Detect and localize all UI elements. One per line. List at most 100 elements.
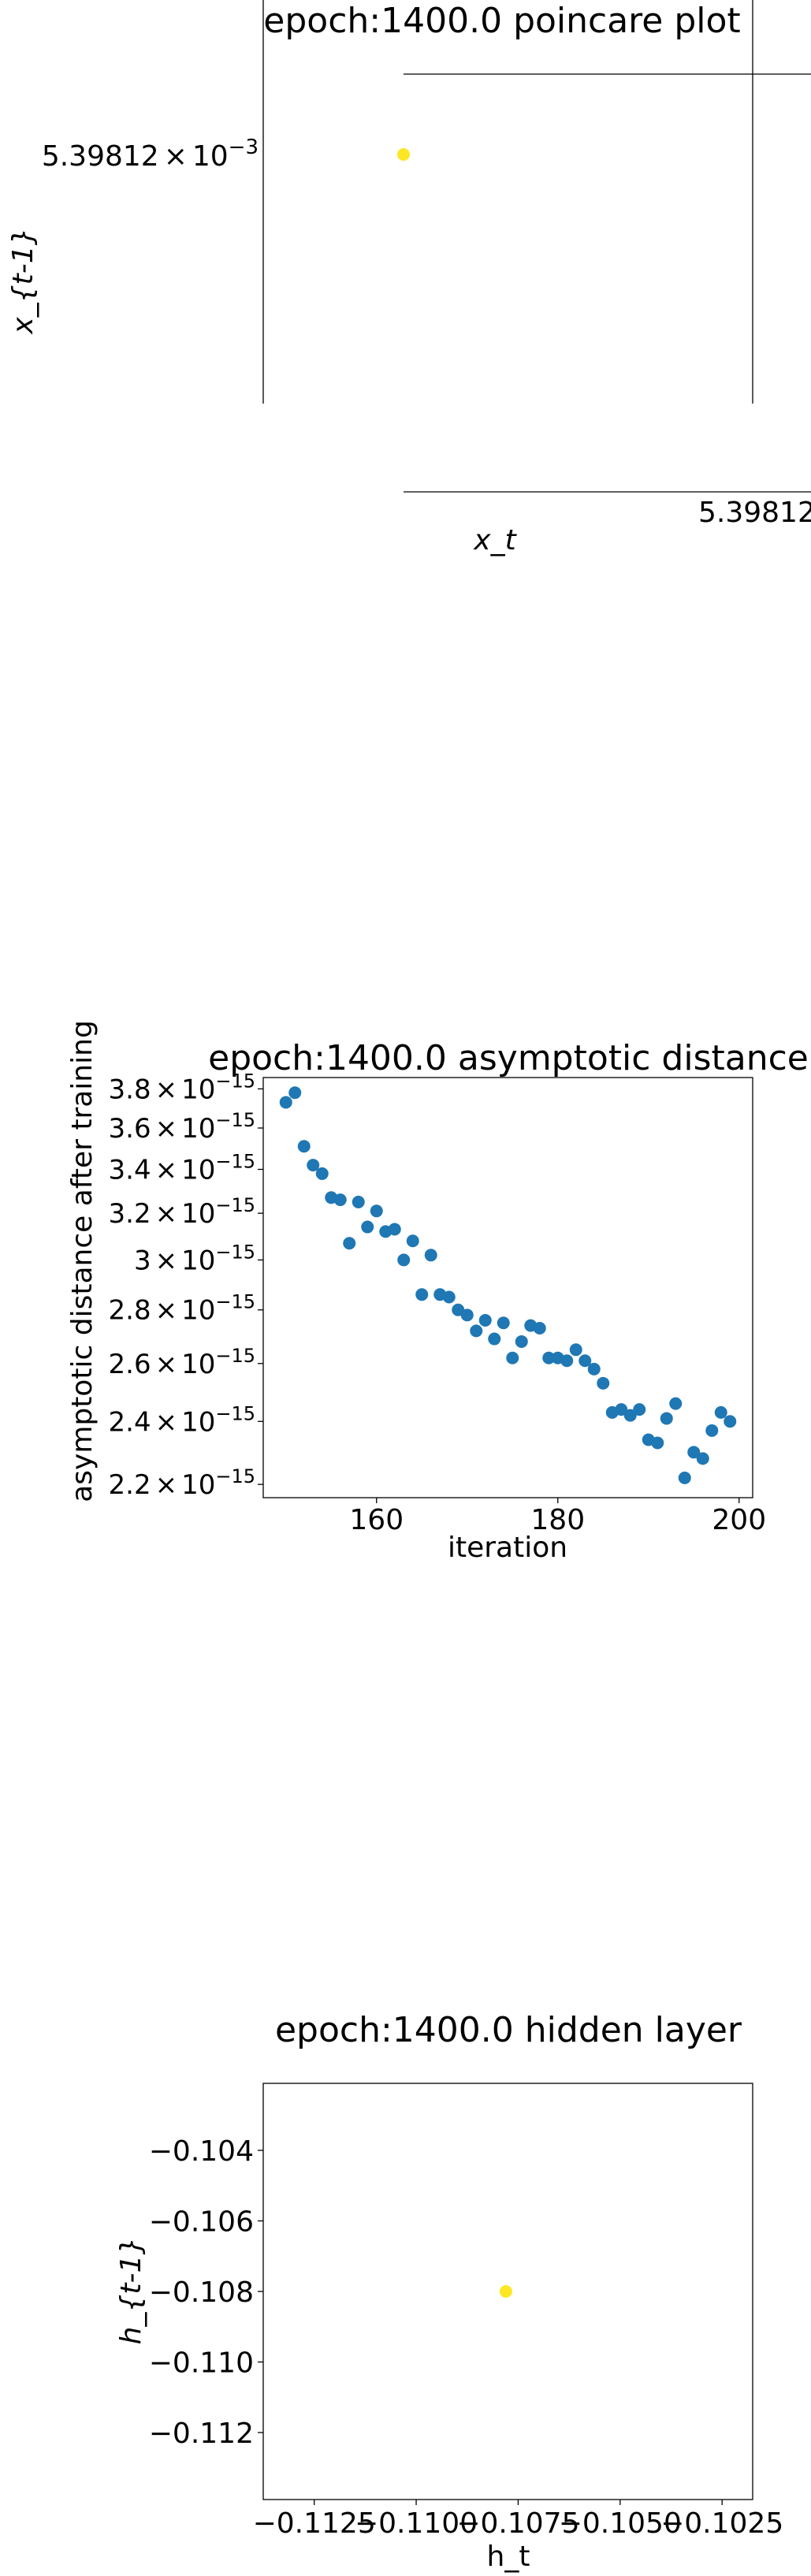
hidden-layer-y-axis-label: h_{t-1} (115, 2237, 147, 2345)
asymptotic-y-tick-base: 10 (181, 1074, 215, 1105)
asymptotic-point (397, 1253, 411, 1267)
asymptotic-point (569, 1343, 582, 1357)
asymptotic-point (533, 1321, 546, 1335)
poincare-y-tick-label: 5.39812 × 10−3 (42, 136, 259, 173)
hidden-layer-y-tick-label: −0.104 (149, 2135, 254, 2168)
asymptotic-point (288, 1086, 302, 1100)
poincare-point (397, 148, 410, 161)
asymptotic-point (497, 1316, 510, 1330)
hidden-layer-y-ticks: −0.104 −0.106 −0.108 −0.110 −0.112 (149, 2135, 263, 2450)
asymptotic-point (424, 1249, 437, 1262)
asymptotic-y-tick-times: × (155, 1074, 178, 1105)
asymptotic-y-tick-base: 10 (181, 1469, 215, 1501)
asymptotic-y-tick-base: 10 (181, 1406, 215, 1438)
asymptotic-point (315, 1167, 329, 1180)
asymptotic-point (623, 1409, 637, 1422)
hidden-layer-y-label-text: h_{t-1} (115, 2237, 147, 2345)
poincare-x-axis-label: x_t (473, 524, 517, 557)
asymptotic-y-axis-label: asymptotic distance after training (66, 1020, 99, 1502)
asymptotic-title: epoch:1400.0 asymptotic distance (208, 1038, 809, 1078)
asymptotic-y-tick-times: × (155, 1295, 178, 1327)
asymptotic-y-tick-exponent: −15 (215, 1345, 255, 1367)
asymptotic-point (651, 1436, 664, 1450)
asymptotic-point (307, 1159, 320, 1172)
asymptotic-point (478, 1313, 492, 1327)
poincare-chart: epoch:1400.0 poincare plot 5.39812 × 10−3 … (7, 0, 811, 557)
asymptotic-y-tick-mantissa: 2.2 (109, 1469, 151, 1501)
poincare-y-tick-exponent: −3 (229, 136, 259, 159)
asymptotic-point (515, 1335, 528, 1348)
asymptotic-y-tick-times: × (155, 1349, 178, 1380)
asymptotic-point (297, 1140, 311, 1153)
asymptotic-point (361, 1220, 374, 1234)
hidden-layer-title: epoch:1400.0 hidden layer (275, 2010, 742, 2050)
asymptotic-point (370, 1204, 383, 1218)
asymptotic-x-tick-label: 160 (349, 1504, 404, 1536)
asymptotic-y-tick-label: 3.4 × 10−15 (109, 1150, 256, 1186)
asymptotic-points (279, 1086, 737, 1484)
asymptotic-x-axis-label: iteration (448, 1532, 567, 1564)
asymptotic-y-tick-base: 10 (181, 1154, 215, 1186)
asymptotic-x-ticks: 160 180 200 (349, 1498, 766, 1536)
asymptotic-y-tick-times: × (155, 1198, 178, 1230)
asymptotic-point (488, 1332, 501, 1346)
asymptotic-point (597, 1376, 610, 1390)
asymptotic-point (442, 1290, 456, 1304)
asymptotic-y-tick-label: 2.2 × 10−15 (109, 1465, 256, 1501)
asymptotic-y-tick-exponent: −15 (215, 1194, 255, 1216)
asymptotic-y-tick-times: × (155, 1469, 178, 1501)
asymptotic-point (724, 1415, 737, 1428)
hidden-layer-x-tick-label: −0.1050 (559, 2507, 682, 2540)
poincare-x-tick-label: 5.39812 (698, 497, 811, 529)
asymptotic-point (615, 1403, 628, 1416)
asymptotic-y-tick-exponent: −15 (215, 1402, 255, 1424)
asymptotic-y-tick-label: 3.6 × 10−15 (109, 1109, 256, 1145)
hidden-layer-x-axis-label: h_t (487, 2541, 530, 2573)
asymptotic-point (678, 1471, 691, 1484)
asymptotic-point (560, 1354, 574, 1368)
asymptotic-point (406, 1234, 419, 1248)
hidden-layer-points (499, 2285, 512, 2298)
asymptotic-y-tick-mantissa: 2.6 (109, 1349, 151, 1380)
poincare-y-label-text: x_{t-1} (7, 227, 39, 334)
asymptotic-y-tick-exponent: −15 (215, 1070, 255, 1092)
asymptotic-y-tick-base: 10 (181, 1113, 215, 1145)
asymptotic-y-tick-times: × (155, 1154, 178, 1186)
asymptotic-point (633, 1403, 646, 1416)
asymptotic-y-tick-mantissa: 3.2 (109, 1198, 151, 1230)
asymptotic-point (578, 1354, 592, 1368)
hidden-layer-x-tick-label: −0.1100 (355, 2507, 478, 2540)
asymptotic-y-tick-times: × (155, 1113, 178, 1145)
asymptotic-y-tick-times: × (155, 1406, 178, 1438)
asymptotic-y-tick-base: 10 (181, 1349, 215, 1380)
asymptotic-x-tick-label: 200 (712, 1504, 766, 1536)
asymptotic-y-tick-exponent: −15 (215, 1241, 255, 1263)
asymptotic-point (542, 1351, 556, 1364)
asymptotic-point (506, 1351, 519, 1364)
hidden-layer-x-tick-label: −0.1075 (456, 2507, 579, 2540)
asymptotic-point (705, 1424, 719, 1437)
asymptotic-point (696, 1452, 709, 1465)
asymptotic-point (352, 1195, 365, 1208)
asymptotic-point (687, 1446, 701, 1459)
asymptotic-point (660, 1412, 673, 1425)
poincare-y-tick-mantissa: 5.39812 (42, 140, 159, 173)
hidden-layer-y-tick-label: −0.106 (149, 2206, 254, 2239)
asymptotic-point (460, 1308, 474, 1322)
asymptotic-point (333, 1193, 347, 1207)
asymptotic-point (669, 1397, 683, 1410)
asymptotic-y-tick-base: 10 (181, 1198, 215, 1230)
asymptotic-y-tick-exponent: −15 (215, 1109, 255, 1131)
hidden-layer-chart: epoch:1400.0 hidden layer −0.104 −0.106 −0… (115, 2010, 783, 2573)
asymptotic-y-tick-mantissa: 2.8 (109, 1295, 151, 1327)
poincare-y-axis-label: x_{t-1} (7, 227, 39, 334)
hidden-layer-x-tick-label: −0.1125 (253, 2507, 376, 2540)
asymptotic-y-tick-times: × (155, 1245, 178, 1276)
poincare-title: epoch:1400.0 poincare plot (263, 1, 740, 41)
asymptotic-y-tick-label: 3.2 × 10−15 (109, 1194, 256, 1230)
hidden-layer-y-tick-label: −0.108 (149, 2276, 254, 2309)
asymptotic-y-tick-label: 3.8 × 10−15 (109, 1070, 256, 1105)
asymptotic-y-tick-mantissa: 3 (134, 1245, 151, 1276)
asymptotic-chart: epoch:1400.0 asymptotic distance 2.2 × 10−… (66, 1020, 809, 1564)
